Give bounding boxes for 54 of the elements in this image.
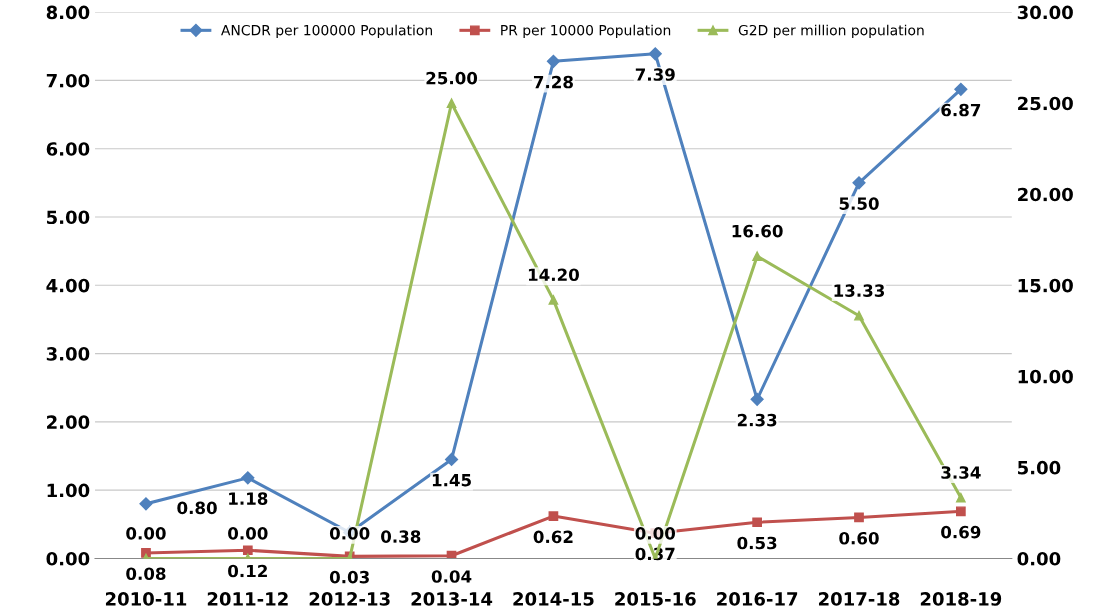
data-label: 2.33: [737, 413, 777, 427]
data-label: 25.00: [426, 71, 478, 85]
data-label: 0.62: [533, 530, 573, 544]
x-tick-label: 2015-16: [615, 592, 696, 606]
y-tick-label: 7.00: [46, 73, 90, 88]
y-tick-label: 5.00: [47, 210, 90, 225]
data-label: 0.38: [381, 530, 421, 543]
y-tick-label: 6.00: [46, 142, 90, 156]
data-label: 0.80: [177, 501, 217, 515]
data-label: 0.00: [329, 527, 370, 540]
data-label: 1.45: [432, 474, 471, 487]
y-tick-label: 8.00: [46, 5, 90, 20]
data-label: 1.18: [229, 492, 268, 505]
x-tick-label: 2010-11: [105, 592, 187, 606]
data-label: 0.00: [126, 527, 166, 540]
y2-tick-label: 20.00: [1018, 187, 1073, 202]
y-tick-label: 4.00: [46, 278, 90, 293]
legend-label: PR per 10000 Population: [501, 24, 671, 39]
y-tick-label: 0.00: [46, 551, 90, 566]
x-tick-label: 2013-14: [411, 592, 493, 606]
y2-tick-label: 15.00: [1018, 278, 1073, 293]
data-label: 0.00: [635, 527, 676, 540]
y2-tick-label: 10.00: [1018, 369, 1073, 384]
y-tick-label: 2.00: [47, 415, 90, 429]
y2-tick-label: 30.00: [1017, 5, 1073, 20]
data-label: 0.08: [126, 567, 166, 581]
data-label: 3.34: [941, 466, 981, 479]
legend-label: G2D per million population: [738, 24, 924, 39]
data-label: 0.69: [941, 525, 981, 539]
data-label: 0.04: [431, 570, 472, 583]
y2-tick-label: 5.00: [1018, 460, 1061, 475]
y-tick-label: 1.00: [47, 483, 90, 498]
data-label: 0.03: [329, 570, 369, 584]
data-label: 5.50: [839, 197, 879, 210]
data-label: 0.12: [228, 564, 267, 578]
data-label: 0.53: [737, 536, 777, 550]
data-label: 0.00: [228, 527, 268, 540]
legend-label: ANCDR per 100000 Population: [221, 24, 432, 39]
data-label: 7.39: [635, 68, 675, 81]
x-tick-label: 2011-12: [207, 592, 288, 606]
data-label: 13.33: [834, 284, 885, 297]
x-tick-label: 2012-13: [309, 592, 390, 606]
y2-tick-label: 0.00: [1017, 551, 1061, 566]
data-label: 14.20: [528, 268, 579, 282]
x-tick-label: 2016-17: [717, 592, 798, 606]
x-tick-label: 2017-18: [818, 592, 900, 606]
y2-tick-label: 25.00: [1018, 96, 1073, 111]
data-label: 0.60: [839, 531, 879, 545]
x-tick-label: 2014-15: [513, 592, 594, 606]
data-label: 7.28: [533, 75, 573, 89]
x-tick-label: 2018-19: [920, 592, 1002, 606]
y-tick-label: 3.00: [46, 347, 90, 361]
data-label: 6.87: [941, 103, 981, 117]
data-label: 16.60: [732, 224, 783, 238]
